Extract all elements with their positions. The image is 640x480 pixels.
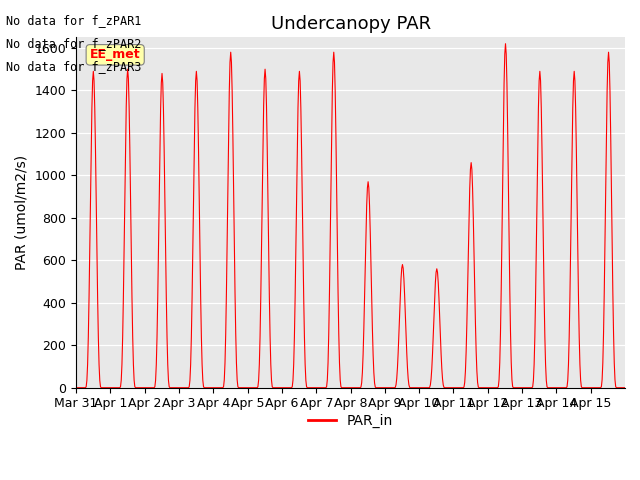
Y-axis label: PAR (umol/m2/s): PAR (umol/m2/s) — [15, 155, 29, 270]
Legend: PAR_in: PAR_in — [303, 408, 399, 433]
Text: EE_met: EE_met — [90, 48, 141, 61]
Text: No data for f_zPAR3: No data for f_zPAR3 — [6, 60, 142, 73]
Title: Undercanopy PAR: Undercanopy PAR — [271, 15, 431, 33]
Text: No data for f_zPAR2: No data for f_zPAR2 — [6, 37, 142, 50]
Text: No data for f_zPAR1: No data for f_zPAR1 — [6, 14, 142, 27]
